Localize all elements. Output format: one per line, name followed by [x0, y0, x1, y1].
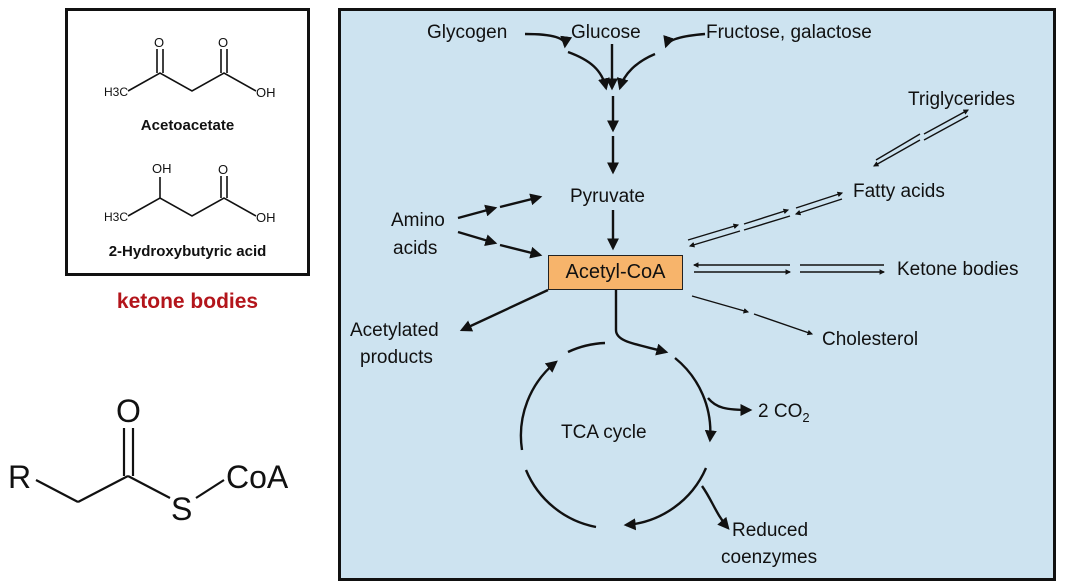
ketone-bodies-box: O O H3C OH Acetoacetate OH O H3C OH 2-Hy… [65, 8, 310, 276]
hydroxybutyric-skeleton [127, 176, 257, 217]
fatty-acids-triglycerides-arrows [873, 109, 969, 167]
triglycerides-label: Triglycerides [908, 89, 1015, 110]
hydroxybutyric-name: 2-Hydroxybutyric acid [108, 243, 267, 260]
acetylated-products-arrow [459, 288, 549, 332]
ketone-structures-drawing [127, 49, 257, 217]
reduced-coenzymes-label-line2: coenzymes [721, 547, 818, 568]
cholesterol-arrow-1 [691, 295, 750, 314]
co2-label: 2 CO2 [758, 402, 810, 424]
acetoacetate-skeleton [127, 49, 257, 92]
cholesterol-arrow-2 [753, 313, 814, 336]
acyl-coa-structure: R O S CoA [8, 393, 289, 527]
tca-segment-left [519, 360, 558, 451]
glycogen-to-glucose-arrow [567, 50, 610, 91]
hydroxybutyric-top-hydroxyl: OH [152, 161, 172, 176]
tca-segment-top [567, 341, 606, 354]
acyl-coa-bonds [35, 428, 225, 503]
tca-segment-right [674, 357, 717, 443]
acetoacetate-hydroxyl: OH [256, 85, 276, 100]
hydroxybutyric-hydroxyl: OH [256, 210, 276, 225]
acetyl-ketone-bodies-arrows [692, 262, 886, 275]
tca-cycle-label: TCA cycle [561, 422, 647, 443]
ketone-bodies-label: Ketone bodies [897, 259, 1019, 280]
acetylated-products-label-line1: Acetylated [350, 320, 439, 341]
co2-arrow [707, 397, 753, 416]
acetyl-coa-box: Acetyl-CoA [548, 255, 683, 290]
amino-to-acetyl-arrow-1 [457, 230, 498, 247]
amino-to-acetyl-arrow-2 [499, 243, 543, 259]
acyl-s: S [171, 491, 192, 527]
fatty-acids-label: Fatty acids [853, 181, 945, 202]
fructose-arrow [663, 32, 706, 49]
cholesterol-label: Cholesterol [822, 329, 919, 350]
fructose-to-glucose-arrow [616, 52, 656, 91]
pyruvate-label: Pyruvate [570, 186, 645, 207]
acyl-r: R [8, 459, 31, 495]
amino-acids-label-line2: acids [393, 238, 438, 259]
acetoacetate-methyl: H3C [104, 85, 129, 99]
co2-text: 2 CO [758, 401, 803, 422]
acetoacetate-ketone-o: O [154, 35, 165, 50]
acetyl-to-tca-arrow [614, 290, 669, 356]
amino-to-pyruvate-arrow-1 [457, 204, 498, 220]
reduced-coenzymes-label-line1: Reduced [732, 520, 809, 541]
glycogen-arrow [524, 32, 573, 49]
acetyl-fatty-acids-arrows [687, 191, 844, 248]
amino-acids-label-line1: Amino [391, 210, 445, 231]
acyl-coa: CoA [226, 459, 289, 495]
acetylated-products-label-line2: products [360, 347, 433, 368]
tca-segment-bottom [623, 467, 708, 531]
hydroxybutyric-acid-o: O [218, 162, 229, 177]
acetoacetate-acid-o: O [218, 35, 229, 50]
hydroxybutyric-methyl: H3C [104, 210, 129, 224]
ketone-bodies-caption: ketone bodies [116, 290, 259, 313]
reduced-coenzymes-arrow [701, 485, 730, 530]
glycogen-label: Glycogen [427, 22, 508, 43]
amino-to-pyruvate-arrow-2 [499, 193, 543, 209]
co2-subscript: 2 [802, 409, 810, 425]
glucose-label: Glucose [571, 22, 641, 43]
acyl-o: O [116, 393, 141, 429]
fructose-galactose-label: Fructose, galactose [706, 22, 872, 43]
acetoacetate-name: Acetoacetate [140, 117, 235, 134]
tca-segment-bottom-left [524, 469, 597, 529]
